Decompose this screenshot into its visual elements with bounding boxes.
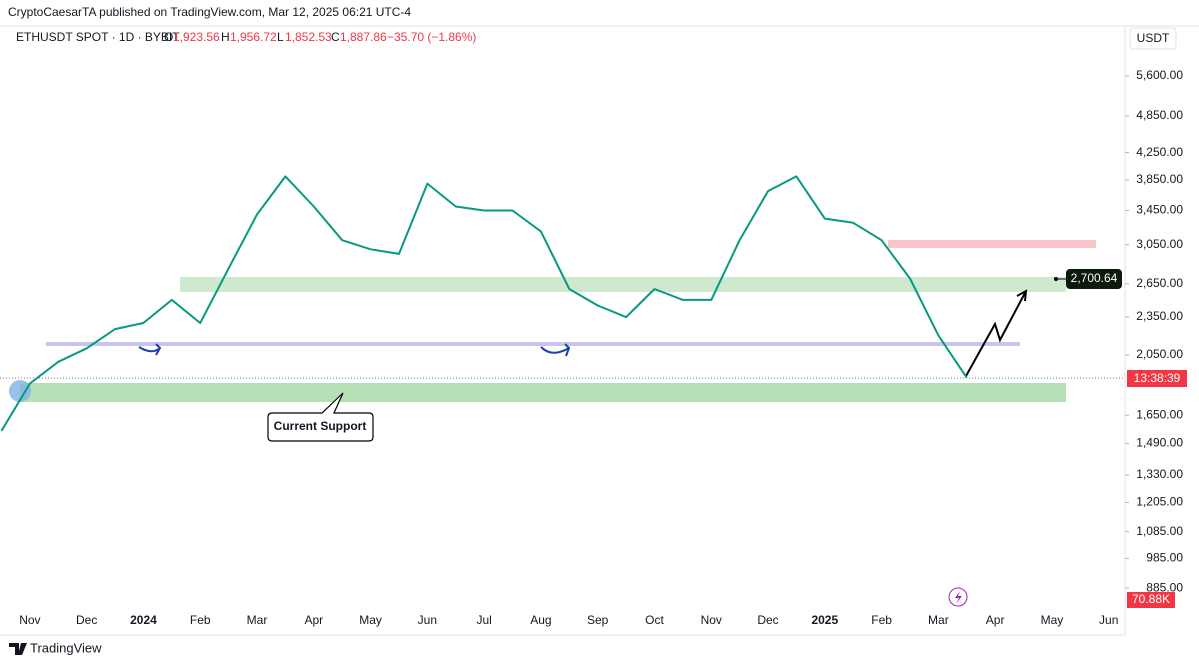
annotations: 2,700.64 Current Support (9, 240, 1122, 442)
countdown: 13:38:39 (1134, 371, 1181, 385)
target-label: 2,700.64 (1071, 271, 1118, 285)
y-tick-label: 2,350.00 (1136, 309, 1183, 323)
y-tick-label: 1,490.00 (1136, 436, 1183, 450)
currency: USDT (1137, 31, 1170, 45)
callout-text: Current Support (274, 419, 367, 433)
y-tick-label: 4,850.00 (1136, 108, 1183, 122)
y-tick-label: 1,205.00 (1136, 495, 1183, 509)
x-tick-label: Feb (871, 613, 892, 627)
x-tick-label: Aug (530, 613, 551, 627)
resistance-zone (888, 240, 1096, 248)
projection-arrow (965, 289, 1028, 377)
x-tick-label: Dec (757, 613, 778, 627)
y-tick-label: 2,650.00 (1136, 276, 1183, 290)
x-tick-label: Nov (701, 613, 722, 627)
x-tick-label: Apr (304, 613, 323, 627)
y-tick-label: 1,650.00 (1136, 407, 1183, 421)
y-tick-label: 5,600.00 (1136, 68, 1183, 82)
y-tick-label: 3,850.00 (1136, 172, 1183, 186)
x-tick-label: 2024 (130, 613, 157, 627)
high-label: H (221, 30, 230, 44)
x-tick-label: Nov (19, 613, 40, 627)
x-tick-label: Dec (76, 613, 97, 627)
x-tick-label: May (1041, 613, 1064, 627)
target-box (1066, 269, 1122, 289)
x-tick-label: 2025 (811, 613, 838, 627)
high-value: 1,956.72 (230, 30, 277, 44)
symbol: ETHUSDT SPOT · 1D · BYBIT (16, 30, 180, 44)
y-tick-label: 885.00 (1146, 580, 1183, 594)
y-tick-label: 2,050.00 (1136, 347, 1183, 361)
x-tick-label: Apr (986, 613, 1005, 627)
countdown-box (1127, 370, 1187, 387)
x-tick-label: Mar (247, 613, 268, 627)
events-glyph (955, 591, 962, 604)
bounce-mark (540, 343, 571, 357)
open-value: 1,923.56 (173, 30, 220, 44)
publish-info: CryptoCaesarTA published on TradingView.… (8, 5, 411, 19)
y-tick-label: 1,330.00 (1136, 467, 1183, 481)
x-tick-label: Jul (476, 613, 491, 627)
x-tick-label: Jun (418, 613, 437, 627)
x-tick-label: May (359, 613, 382, 627)
y-tick-label: 3,450.00 (1136, 203, 1183, 217)
bounce-mark (138, 343, 162, 356)
logo (9, 643, 27, 655)
close-value: 1,887.86 (340, 30, 387, 44)
low-label: L (277, 30, 284, 44)
x-tick-label: Jun (1099, 613, 1118, 627)
purple-line (46, 342, 1020, 346)
change: −35.70 (−1.86%) (387, 30, 476, 44)
callout (267, 392, 374, 442)
y-tick-label: 1,085.00 (1136, 524, 1183, 538)
start-marker (9, 380, 31, 402)
volume-label: 70.88K (1132, 592, 1170, 606)
currency-box (1129, 27, 1177, 50)
y-tick-label: 4,250.00 (1136, 145, 1183, 159)
close-label: C (331, 30, 340, 44)
open-label: O (164, 30, 173, 44)
support-zone (20, 383, 1066, 402)
volume-box (1127, 592, 1175, 608)
price-line (0, 175, 968, 432)
y-tick-label: 3,050.00 (1136, 237, 1183, 251)
green-zone (180, 277, 1066, 292)
x-tick-label: Feb (190, 613, 211, 627)
symbol-legend: ETHUSDT SPOT · 1D · BYBIT O 1,923.56 H 1… (16, 30, 476, 44)
y-tick-label: 985.00 (1146, 551, 1183, 565)
x-tick-label: Oct (645, 613, 664, 627)
low-value: 1,852.53 (285, 30, 332, 44)
watermark: TradingView (9, 640, 102, 655)
x-tick-label: Mar (928, 613, 949, 627)
x-tick-label: Sep (587, 613, 609, 627)
brand: TradingView (30, 640, 102, 655)
